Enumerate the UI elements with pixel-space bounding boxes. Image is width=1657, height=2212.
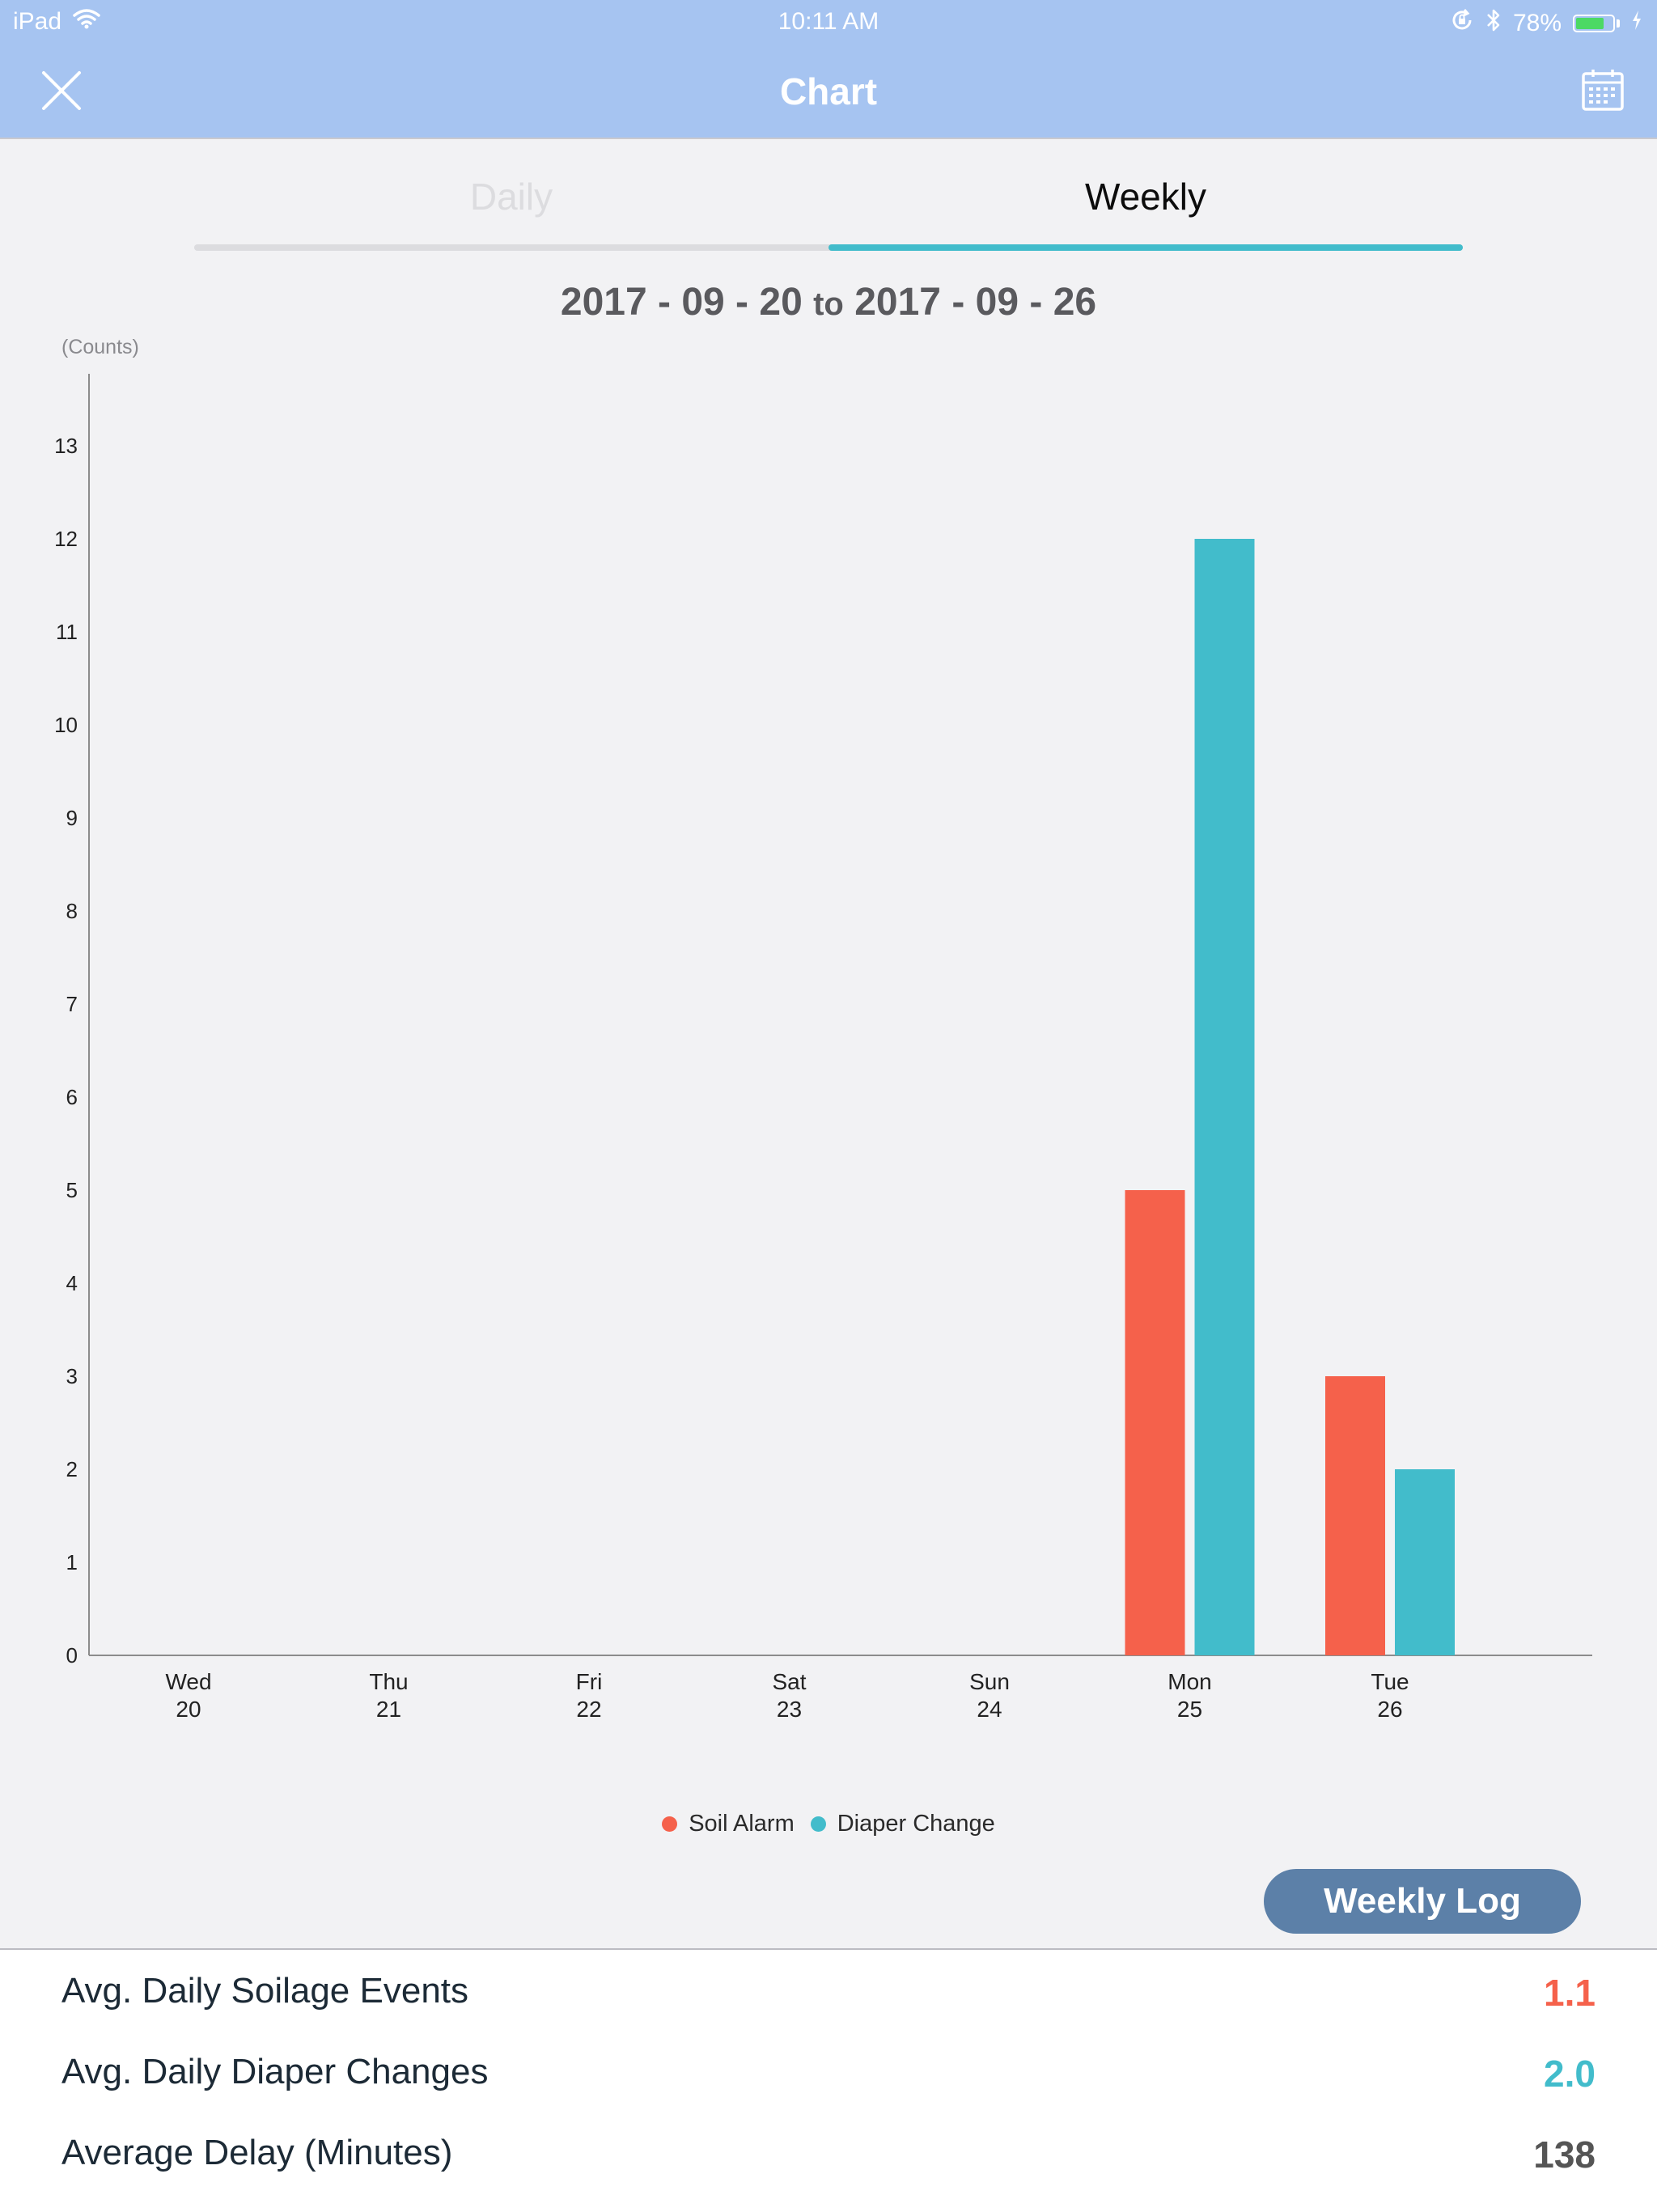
stat-label: Avg. Daily Soilage Events — [61, 1971, 469, 2011]
stat-value: 138 — [1533, 2134, 1596, 2176]
stat-value: 1.1 — [1544, 1972, 1596, 2014]
battery-tip — [1617, 19, 1620, 28]
close-button[interactable] — [36, 65, 87, 117]
x-tick-date: 23 — [777, 1697, 802, 1722]
y-tick-label: 5 — [66, 1178, 78, 1202]
battery-icon — [1573, 15, 1615, 32]
legend-item: Soil Alarm — [662, 1811, 795, 1837]
legend-dot — [662, 1816, 678, 1832]
bar-diaper-change — [1395, 1469, 1455, 1655]
x-tick-day: Sat — [772, 1669, 806, 1694]
device-name: iPad — [13, 8, 62, 35]
stats-panel: Avg. Daily Soilage Events 1.1 Avg. Daily… — [0, 1948, 1657, 2212]
stat-label: Average Delay (Minutes) — [61, 2133, 453, 2172]
page-title: Chart — [779, 70, 878, 112]
x-tick-date: 22 — [576, 1697, 601, 1722]
status-right: 78% — [1450, 8, 1642, 39]
chart-legend: Soil Alarm Diaper Change — [0, 1811, 1657, 1837]
x-tick-date: 25 — [1177, 1697, 1202, 1722]
x-tick-day: Thu — [369, 1669, 408, 1694]
weekly-log-button[interactable]: Weekly Log — [1264, 1869, 1581, 1934]
x-tick-day: Mon — [1168, 1669, 1211, 1694]
calendar-button[interactable] — [1579, 66, 1626, 113]
bluetooth-icon — [1485, 8, 1502, 39]
legend-label: Diaper Change — [837, 1811, 995, 1837]
tab-daily[interactable]: Daily — [469, 176, 553, 218]
x-tick-date: 24 — [977, 1697, 1002, 1722]
date-range-connector: to — [813, 286, 844, 322]
y-tick-label: 13 — [54, 434, 78, 458]
y-tick-label: 9 — [66, 806, 78, 830]
date-range-start: 2017 - 09 - 20 — [560, 281, 803, 324]
stat-row-soilage: Avg. Daily Soilage Events 1.1 — [0, 1950, 1657, 2031]
segmented-tabs: Daily Weekly — [194, 138, 1463, 254]
stat-row-average-delay: Average Delay (Minutes) 138 — [0, 2112, 1657, 2193]
y-tick-label: 11 — [56, 620, 78, 644]
rotation-lock-icon — [1450, 8, 1474, 39]
x-tick-day: Sun — [969, 1669, 1010, 1694]
bar-diaper-change — [1194, 539, 1255, 1655]
close-icon — [42, 71, 81, 110]
x-tick-day: Fri — [576, 1669, 603, 1694]
bar-soil-alarm — [1125, 1190, 1185, 1655]
date-range-end: 2017 - 09 - 26 — [854, 281, 1097, 324]
y-axis-label: (Counts) — [61, 336, 139, 358]
y-tick-label: 6 — [66, 1085, 78, 1109]
bar-chart: (Counts)012345678910111213Wed20Thu21Fri2… — [54, 336, 1592, 1722]
y-tick-label: 12 — [54, 527, 78, 551]
tab-indicator — [828, 244, 1463, 251]
bar-soil-alarm — [1325, 1376, 1385, 1655]
y-tick-label: 10 — [54, 713, 78, 737]
stat-value: 2.0 — [1544, 2053, 1596, 2095]
charging-icon — [1631, 10, 1642, 37]
wifi-icon — [73, 8, 100, 36]
status-time: 10:11 AM — [778, 8, 879, 35]
legend-dot — [810, 1816, 826, 1832]
legend-item: Diaper Change — [810, 1811, 995, 1837]
calendar-icon — [1582, 70, 1624, 111]
stat-row-diaper-changes: Avg. Daily Diaper Changes 2.0 — [0, 2031, 1657, 2112]
x-tick-date: 20 — [176, 1697, 201, 1722]
x-tick-date: 21 — [376, 1697, 401, 1722]
tab-weekly[interactable]: Weekly — [1085, 176, 1206, 218]
y-tick-label: 1 — [66, 1550, 78, 1574]
y-tick-label: 7 — [66, 992, 78, 1016]
y-tick-label: 8 — [66, 899, 78, 923]
y-tick-label: 3 — [66, 1364, 78, 1388]
battery-level — [1576, 18, 1604, 29]
y-tick-label: 0 — [66, 1643, 78, 1667]
x-tick-date: 26 — [1377, 1697, 1402, 1722]
y-tick-label: 4 — [66, 1271, 78, 1295]
nav-bar: Chart — [0, 42, 1657, 139]
battery-percent: 78% — [1512, 10, 1562, 36]
date-range: 2017 - 09 - 20 to 2017 - 09 - 26 — [0, 280, 1657, 324]
x-tick-day: Tue — [1371, 1669, 1409, 1694]
status-bar: iPad 10:11 AM 78% — [0, 0, 1657, 42]
x-tick-day: Wed — [165, 1669, 211, 1694]
y-tick-label: 2 — [66, 1457, 78, 1481]
status-left: iPad — [13, 8, 100, 36]
legend-label: Soil Alarm — [689, 1811, 795, 1837]
stat-label: Avg. Daily Diaper Changes — [61, 2052, 489, 2091]
